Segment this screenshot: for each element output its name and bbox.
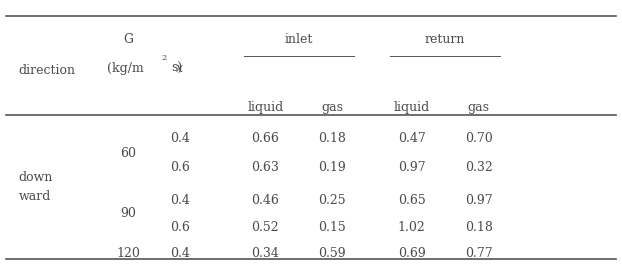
Text: down
ward: down ward — [19, 171, 53, 203]
Text: 0.6: 0.6 — [170, 221, 190, 234]
Text: 0.18: 0.18 — [318, 132, 346, 145]
Text: 0.66: 0.66 — [251, 132, 279, 145]
Text: 0.32: 0.32 — [465, 161, 493, 174]
Text: 0.69: 0.69 — [397, 247, 425, 260]
Text: 0.4: 0.4 — [170, 194, 190, 207]
Text: 0.77: 0.77 — [465, 247, 493, 260]
Text: liquid: liquid — [247, 101, 284, 114]
Text: 0.19: 0.19 — [318, 161, 346, 174]
Text: 90: 90 — [120, 207, 136, 220]
Text: inlet: inlet — [285, 33, 313, 46]
Text: 0.18: 0.18 — [465, 221, 493, 234]
Text: 60: 60 — [120, 147, 136, 160]
Text: 0.25: 0.25 — [318, 194, 346, 207]
Text: (kg/m: (kg/m — [107, 62, 144, 74]
Text: gas: gas — [322, 101, 343, 114]
Text: 0.97: 0.97 — [397, 161, 425, 174]
Text: 0.65: 0.65 — [397, 194, 425, 207]
Text: 0.47: 0.47 — [397, 132, 425, 145]
Text: 0.6: 0.6 — [170, 161, 190, 174]
Text: direction: direction — [19, 64, 75, 77]
Text: 1.02: 1.02 — [397, 221, 425, 234]
Text: 0.63: 0.63 — [251, 161, 279, 174]
Text: G: G — [123, 33, 133, 46]
Text: 0.46: 0.46 — [251, 194, 279, 207]
Text: 0.59: 0.59 — [318, 247, 346, 260]
Text: 0.97: 0.97 — [465, 194, 493, 207]
Text: 0.4: 0.4 — [170, 132, 190, 145]
Text: s): s) — [171, 62, 182, 74]
Text: 0.70: 0.70 — [465, 132, 493, 145]
Text: x: x — [177, 62, 183, 74]
Text: 0.34: 0.34 — [251, 247, 279, 260]
Text: return: return — [425, 33, 465, 46]
Text: 0.15: 0.15 — [318, 221, 346, 234]
Text: 120: 120 — [116, 247, 140, 260]
Text: 2: 2 — [162, 54, 167, 62]
Text: 0.4: 0.4 — [170, 247, 190, 260]
Text: 0.52: 0.52 — [251, 221, 279, 234]
Text: gas: gas — [468, 101, 490, 114]
Text: liquid: liquid — [394, 101, 430, 114]
